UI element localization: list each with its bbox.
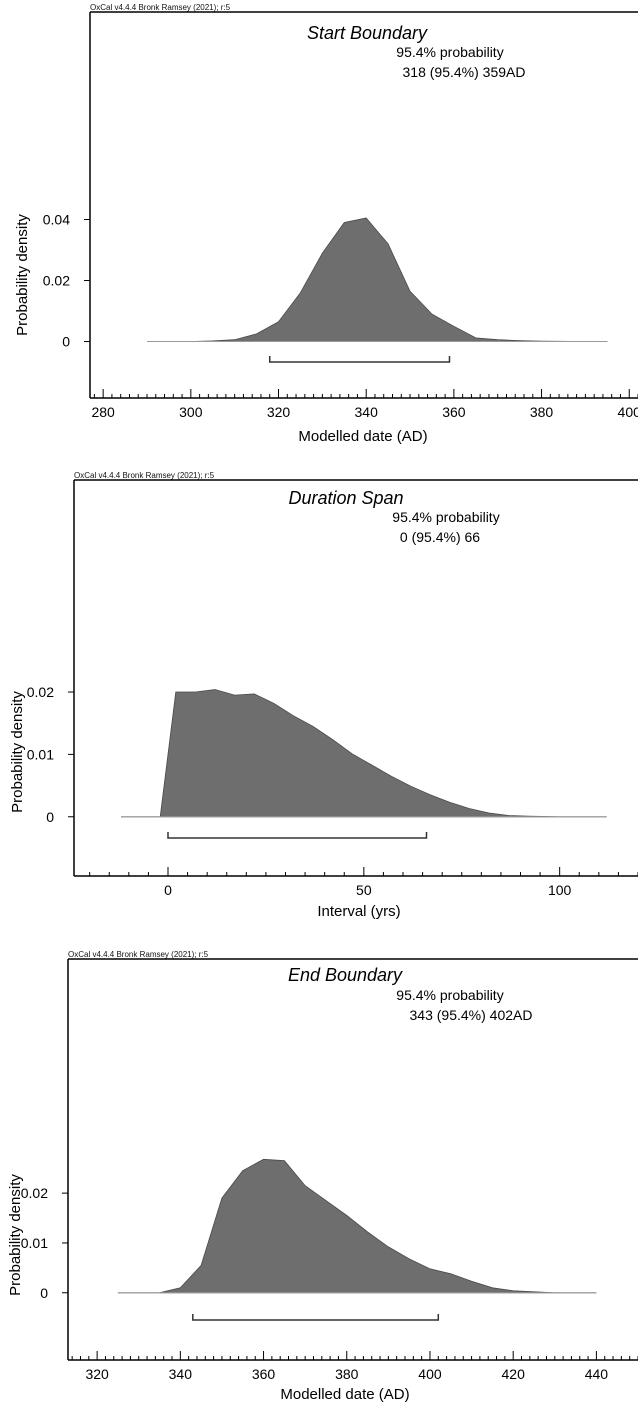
x-tick-label: 380	[530, 404, 554, 420]
x-tick-label: 360	[442, 404, 466, 420]
x-tick-label: 380	[335, 1366, 359, 1382]
y-axis-label: Probability density	[7, 1174, 24, 1296]
y-tick-label: 0.04	[43, 211, 70, 227]
density-area	[121, 689, 607, 818]
y-tick-label: 0.01	[21, 1235, 48, 1251]
x-tick-label: 50	[356, 882, 372, 898]
range-text: 318 (95.4%) 359AD	[403, 64, 526, 80]
range-bracket	[268, 356, 451, 363]
x-tick-label: 440	[585, 1366, 609, 1382]
y-axis-label: Probability density	[9, 691, 26, 813]
range-bracket	[192, 1314, 440, 1321]
x-tick-label: 100	[548, 882, 572, 898]
x-axis-label: Modelled date (AD)	[298, 428, 427, 445]
x-tick-label: 300	[179, 404, 203, 420]
panel-end-boundary: OxCal v4.4.4 Bronk Ramsey (2021); r:5 En…	[7, 950, 638, 1403]
chart-title: Start Boundary	[307, 23, 428, 43]
probability-label: 95.4% probability	[392, 509, 499, 525]
probability-label: 95.4% probability	[396, 44, 503, 60]
panel-duration-span: OxCal v4.4.4 Bronk Ramsey (2021); r:5 Du…	[9, 471, 638, 920]
panel-header: OxCal v4.4.4 Bronk Ramsey (2021); r:5	[68, 950, 209, 959]
density-area	[147, 217, 608, 342]
x-tick-label: 400	[418, 1366, 442, 1382]
density-area	[117, 1158, 597, 1294]
x-tick-label: 340	[355, 404, 379, 420]
y-tick-label: 0.01	[27, 746, 54, 762]
x-axis-label: Modelled date (AD)	[280, 1386, 409, 1403]
x-tick-label: 360	[252, 1366, 276, 1382]
panel-header: OxCal v4.4.4 Bronk Ramsey (2021); r:5	[74, 471, 215, 480]
chart-title: End Boundary	[288, 965, 403, 985]
x-tick-label: 420	[502, 1366, 526, 1382]
panel-start-boundary: OxCal v4.4.4 Bronk Ramsey (2021); r:5 St…	[14, 3, 638, 445]
x-tick-label: 400	[618, 404, 638, 420]
y-tick-label: 0.02	[21, 1185, 48, 1201]
range-text: 343 (95.4%) 402AD	[410, 1007, 533, 1023]
x-tick-label: 340	[169, 1366, 193, 1382]
probability-label: 95.4% probability	[396, 987, 503, 1003]
y-axis-label: Probability density	[14, 214, 31, 336]
y-tick-label: 0	[46, 809, 54, 825]
x-tick-label: 320	[85, 1366, 109, 1382]
x-tick-label: 280	[91, 404, 115, 420]
x-axis-label: Interval (yrs)	[317, 903, 400, 920]
range-bracket	[167, 832, 428, 839]
x-tick-label: 0	[164, 882, 172, 898]
y-tick-label: 0	[62, 334, 70, 350]
range-text: 0 (95.4%) 66	[400, 529, 480, 545]
y-tick-label: 0.02	[27, 684, 54, 700]
y-tick-label: 0.02	[43, 273, 70, 289]
panel-header: OxCal v4.4.4 Bronk Ramsey (2021); r:5	[90, 3, 231, 12]
x-tick-label: 320	[267, 404, 291, 420]
chart-title: Duration Span	[288, 488, 403, 508]
y-tick-label: 0	[40, 1285, 48, 1301]
